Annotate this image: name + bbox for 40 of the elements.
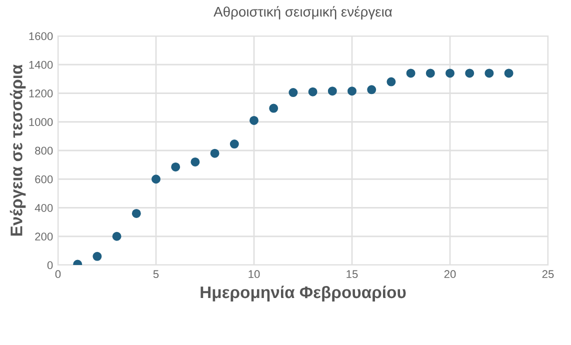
point <box>250 116 258 125</box>
point <box>171 162 180 172</box>
y-axis-title: Ενέργεια σε τεσσάρια <box>10 64 26 236</box>
point <box>190 157 200 166</box>
point <box>465 68 474 78</box>
point <box>152 174 160 184</box>
point <box>406 68 416 78</box>
y-tick-label: 1200 <box>29 90 53 98</box>
x-tick-label: 0 <box>55 270 61 278</box>
point <box>426 68 435 78</box>
y-tick-label: 0 <box>47 261 53 270</box>
x-tick-label: 20 <box>444 270 456 278</box>
point <box>288 88 298 98</box>
point <box>132 208 141 218</box>
point <box>328 86 337 96</box>
y-tick-label: 200 <box>35 232 53 241</box>
point <box>230 140 239 149</box>
point <box>504 68 514 78</box>
x-tick-label: 15 <box>346 270 358 278</box>
x-tick-label: 25 <box>542 270 554 278</box>
x-axis-title: Ημερομηνία Φεβρουαρίου <box>200 286 406 302</box>
point <box>386 77 396 86</box>
y-tick-label: 400 <box>34 204 53 212</box>
y-tick-label: 800 <box>35 146 53 155</box>
point <box>484 68 494 78</box>
y-tick-label: 600 <box>35 175 53 184</box>
y-tick-label: 1400 <box>29 60 53 69</box>
point <box>446 68 454 78</box>
point <box>348 86 356 96</box>
y-tick-label: 1000 <box>29 118 53 126</box>
point <box>269 104 278 113</box>
point <box>210 148 220 158</box>
x-tick-label: 5 <box>153 270 159 278</box>
chart-title: Αθροιστική σεισμική ενέργεια <box>214 6 392 20</box>
x-tick-label: 10 <box>248 270 260 278</box>
point <box>112 232 122 241</box>
point <box>92 252 102 261</box>
point <box>367 85 376 94</box>
y-tick-label: 1600 <box>29 32 53 40</box>
point <box>308 87 318 96</box>
